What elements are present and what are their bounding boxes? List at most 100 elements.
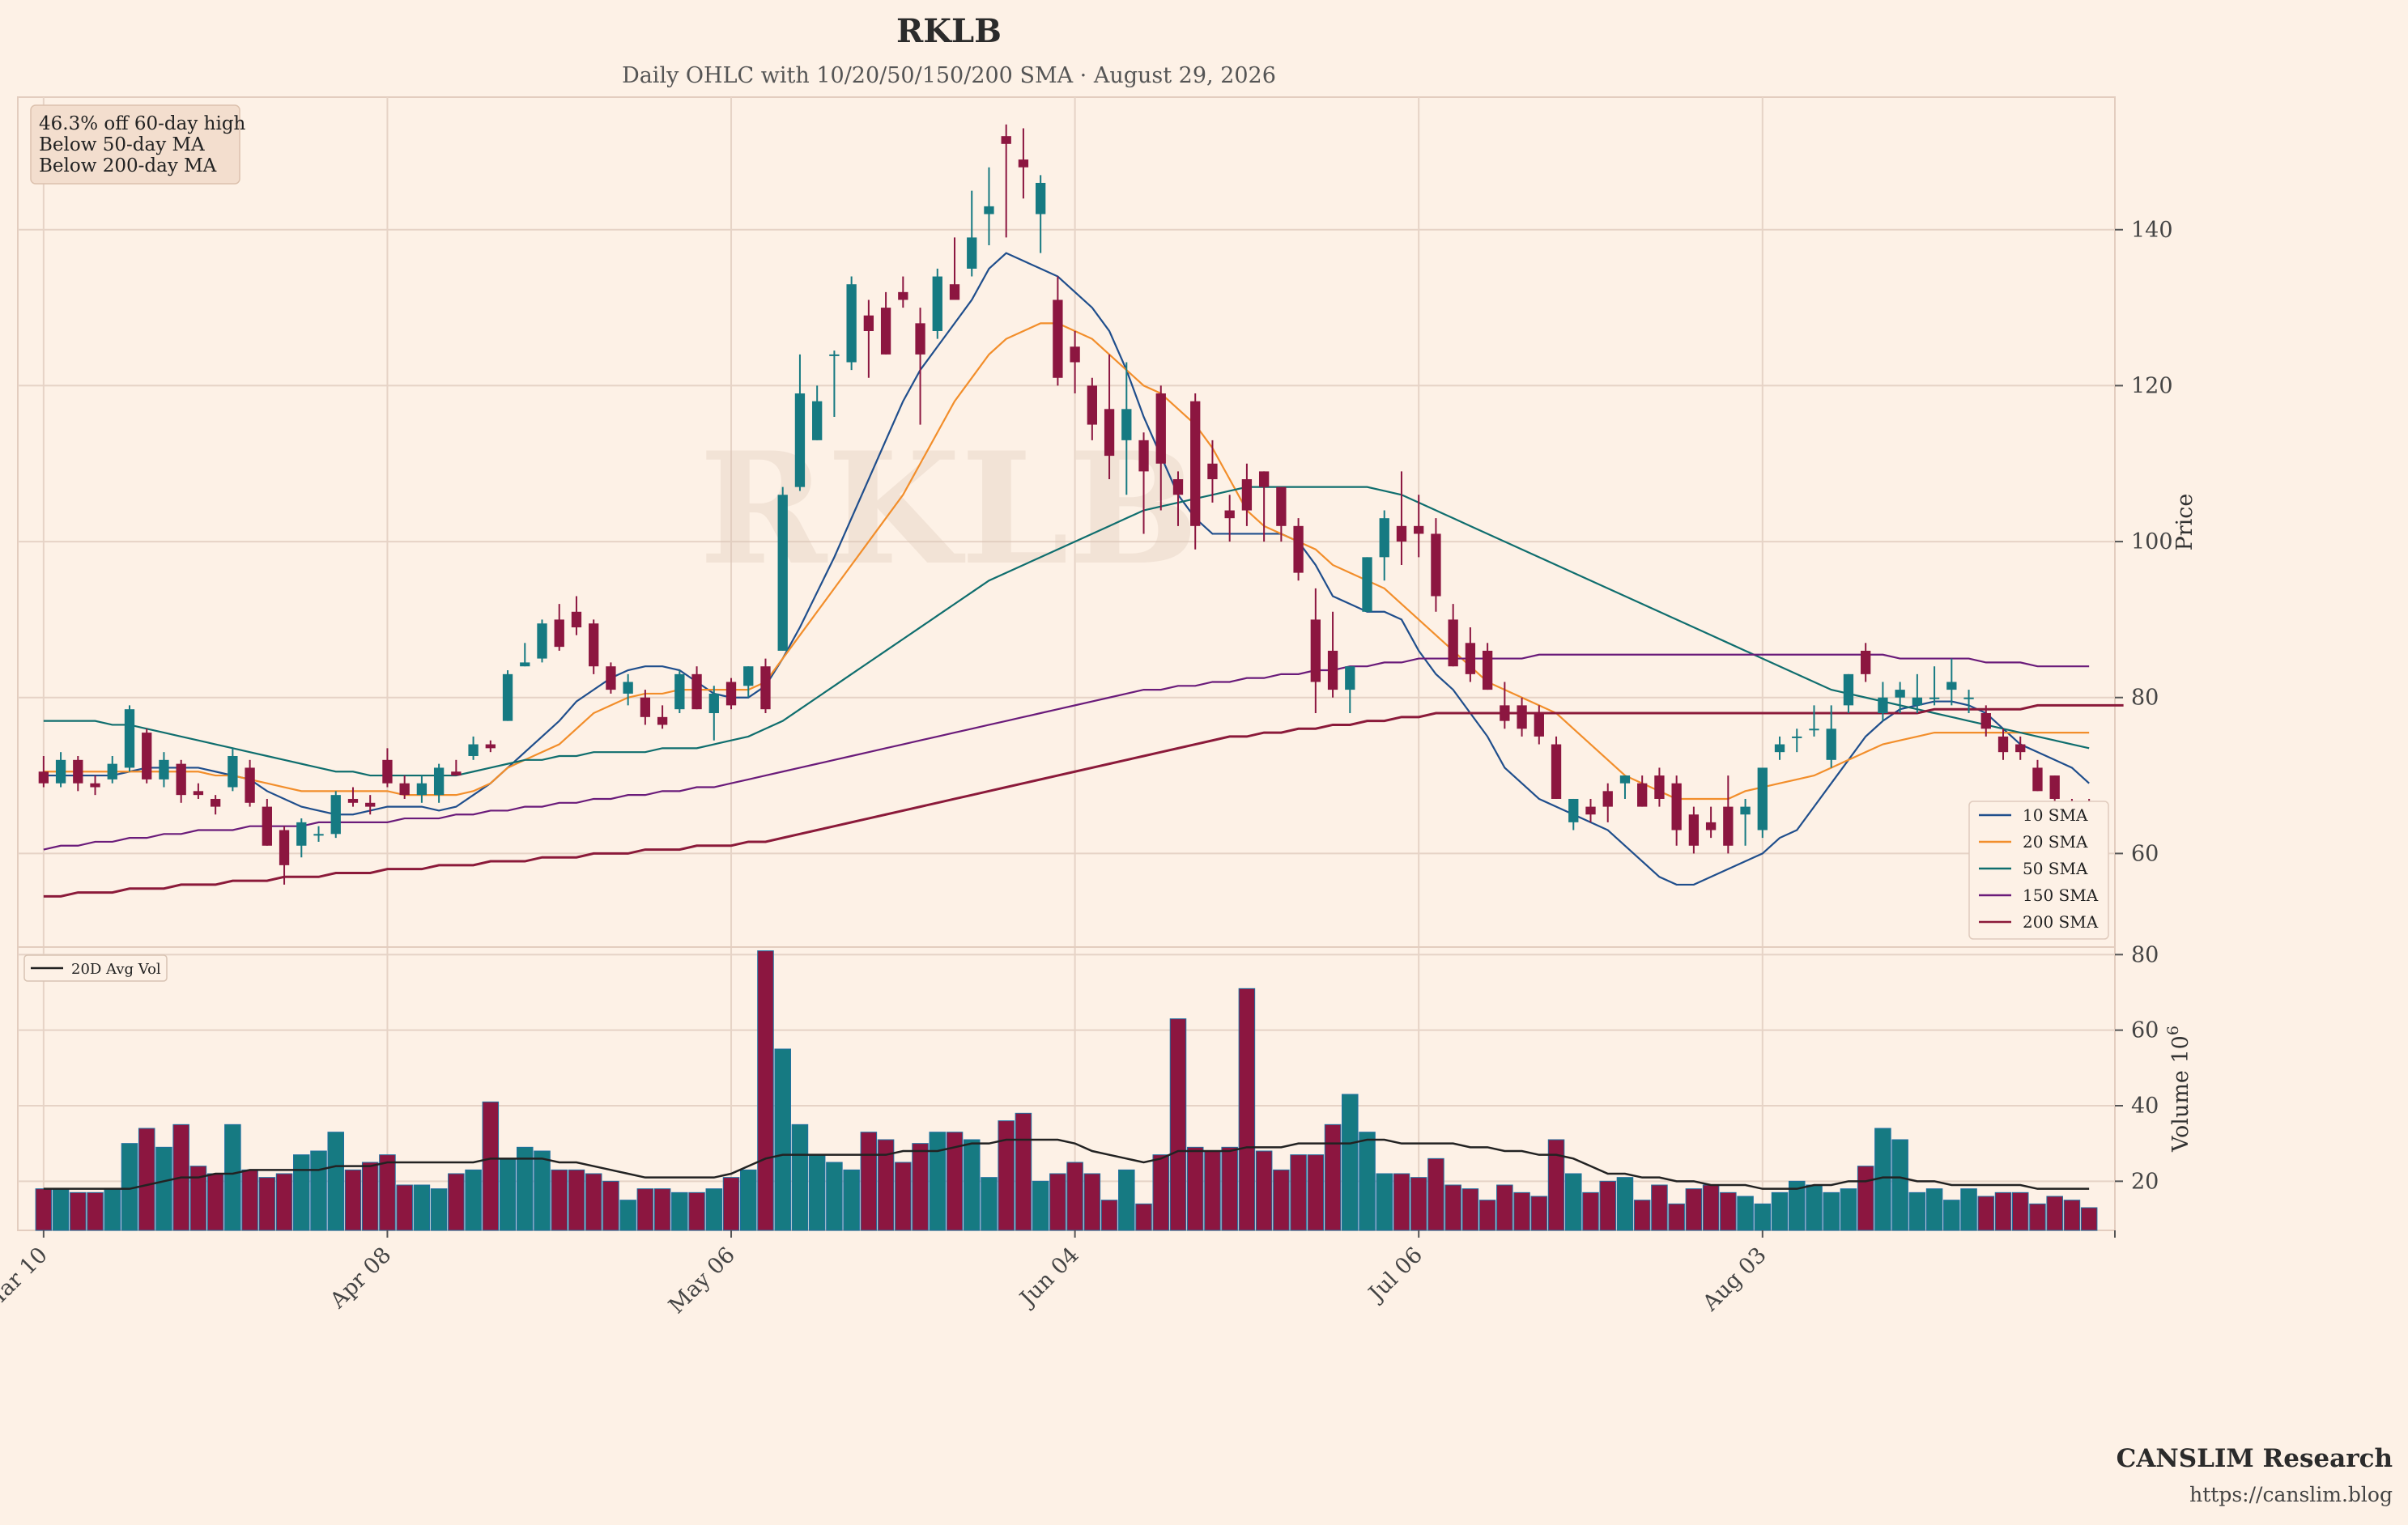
volume-bar (1599, 1180, 1616, 1231)
volume-bar (1461, 1188, 1479, 1231)
candle (1258, 471, 1270, 542)
annotation-line-3: Below 200-day MA (39, 155, 217, 176)
candle (674, 670, 685, 714)
candle (228, 748, 238, 792)
candle-body (1705, 822, 1717, 830)
candle-body (1465, 643, 1476, 674)
candle-body (915, 323, 925, 355)
volume-bar (1960, 1188, 1977, 1231)
candle (1602, 783, 1613, 822)
candle (296, 818, 307, 858)
volume-bar (206, 1173, 224, 1231)
candle (846, 276, 857, 371)
volume-bar (1513, 1192, 1530, 1231)
chart-subtitle: Daily OHLC with 10/20/50/150/200 SMA · A… (622, 63, 1276, 88)
candle (623, 673, 633, 706)
candle-body (55, 759, 66, 784)
candle (1001, 124, 1011, 238)
candle (1757, 767, 1768, 839)
candle-body (279, 830, 290, 865)
candle (1053, 276, 1063, 386)
volume-bar (2046, 1196, 2063, 1231)
vertical-gridlines (42, 97, 1763, 1230)
candle (898, 276, 908, 308)
volume-bar (1290, 1154, 1307, 1231)
volume-tick-label: 20 (2131, 1169, 2159, 1194)
candle-body (571, 611, 582, 628)
volume-bar (448, 1173, 465, 1231)
candle (1070, 330, 1080, 394)
volume-axis-label-text: Volume 10 (2168, 1035, 2193, 1153)
price-tick-label: 80 (2131, 686, 2159, 711)
sma-line (43, 653, 2090, 851)
volume-average-polyline (43, 1138, 2090, 1190)
candle (1568, 798, 1579, 830)
candle-body (1637, 783, 1648, 807)
candle-body (1448, 619, 1458, 667)
volume-bar (653, 1188, 671, 1231)
watermark: RKLB (699, 418, 1198, 599)
candle-body (1602, 791, 1613, 807)
volume-average-line (43, 1138, 2090, 1190)
candle-body (984, 206, 994, 215)
candle-body (1826, 729, 1836, 760)
candle-body (1671, 783, 1682, 830)
volume-bar (1273, 1169, 1290, 1231)
candle-body (863, 315, 874, 331)
volume-bar (1359, 1132, 1376, 1231)
candle-body (1997, 736, 2009, 753)
candle (1172, 471, 1184, 526)
price-tick-label: 120 (2131, 373, 2173, 398)
volume-bar (1582, 1192, 1599, 1231)
volume-bar (1788, 1180, 1806, 1231)
candle (1980, 705, 1991, 737)
candle (1241, 463, 1253, 526)
volume-bar (2029, 1203, 2046, 1231)
candle-body (1035, 182, 1046, 215)
candle-body (1172, 479, 1184, 495)
candle (365, 795, 376, 815)
annotation-line-2: Below 50-day MA (39, 134, 205, 155)
candle-body (1861, 650, 1871, 674)
candle (1379, 510, 1389, 581)
volume-bar (1908, 1192, 1926, 1231)
volume-bar (138, 1128, 155, 1231)
candle (1121, 362, 1132, 495)
footer-brand: CANSLIM Research (2117, 1444, 2393, 1473)
volume-axis-label: Volume 106 (2164, 1026, 2193, 1153)
volume-bar (1307, 1154, 1325, 1231)
volume-bar (189, 1166, 207, 1231)
candle (1190, 393, 1201, 550)
volume-bar (1393, 1173, 1410, 1231)
candle (107, 755, 117, 784)
volume-bar (963, 1139, 981, 1231)
volume-bar (1668, 1203, 1685, 1231)
candle (1345, 666, 1355, 714)
candle (537, 619, 547, 663)
volume-bar (70, 1192, 87, 1231)
volume-tick-label: 80 (2131, 942, 2159, 967)
volume-bar (671, 1192, 688, 1231)
candle-body (1774, 744, 1785, 753)
volume-bar (1342, 1094, 1359, 1231)
candle-body (365, 802, 376, 807)
candle-body (657, 716, 668, 725)
candle (416, 775, 428, 803)
volume-bar (877, 1139, 895, 1231)
volume-bar (791, 1124, 809, 1231)
candle-body (1276, 486, 1287, 526)
candle-body (159, 759, 169, 779)
volume-bar (396, 1184, 413, 1231)
volume-bar (1221, 1146, 1238, 1231)
legend-label: 20 SMA (2023, 832, 2088, 852)
volume-bar (87, 1192, 104, 1231)
candle (1929, 666, 1940, 706)
candle (1585, 798, 1596, 822)
candle (863, 299, 874, 378)
candle-body (1345, 666, 1355, 690)
candle-body (537, 623, 547, 659)
candle-body (1138, 440, 1149, 472)
volume-bar (379, 1154, 396, 1231)
volume-legend-label: 20D Avg Vol (71, 961, 161, 978)
